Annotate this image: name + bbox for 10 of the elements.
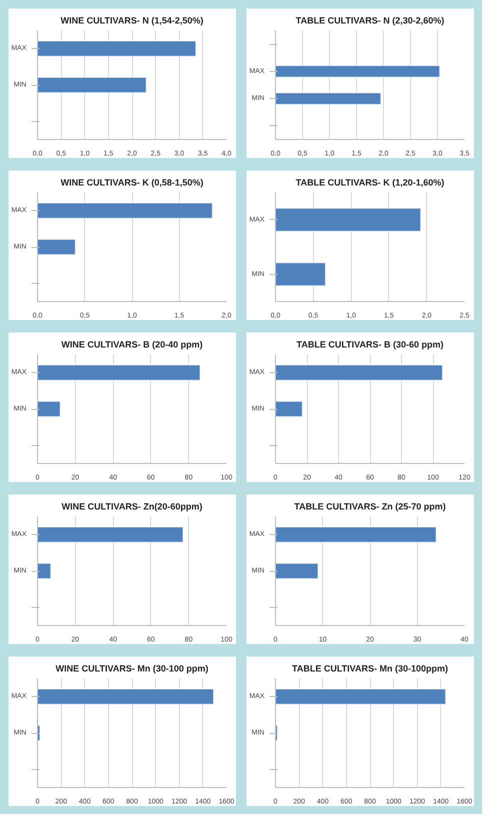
chart-title: TABLE CULTIVARS- Zn (25-70 ppm): [294, 502, 446, 512]
chart-title: TABLE CULTIVARS- B (30-60 ppm): [296, 340, 444, 350]
chart-title: TABLE CULTIVARS- K (1,20-1,60%): [296, 178, 444, 188]
chart-title: WINE CULTIVARS- K (0,58-1,50%): [60, 178, 204, 188]
chart-title: WINE CULTIVARS- B (20-40 ppm): [61, 340, 203, 350]
chart-title: WINE CULTIVARS- Mn (30-100 ppm): [56, 664, 208, 674]
chart-title: TABLE CULTIVARS- Mn (30-100ppm): [292, 664, 448, 674]
chart-title: WINE CULTIVARS- N (1,54-2,50%): [60, 16, 204, 26]
chart-title: TABLE CULTIVARS- N (2,30-2,60%): [296, 16, 444, 26]
chart-title: WINE CULTIVARS- Zn(20-60ppm): [62, 502, 202, 512]
